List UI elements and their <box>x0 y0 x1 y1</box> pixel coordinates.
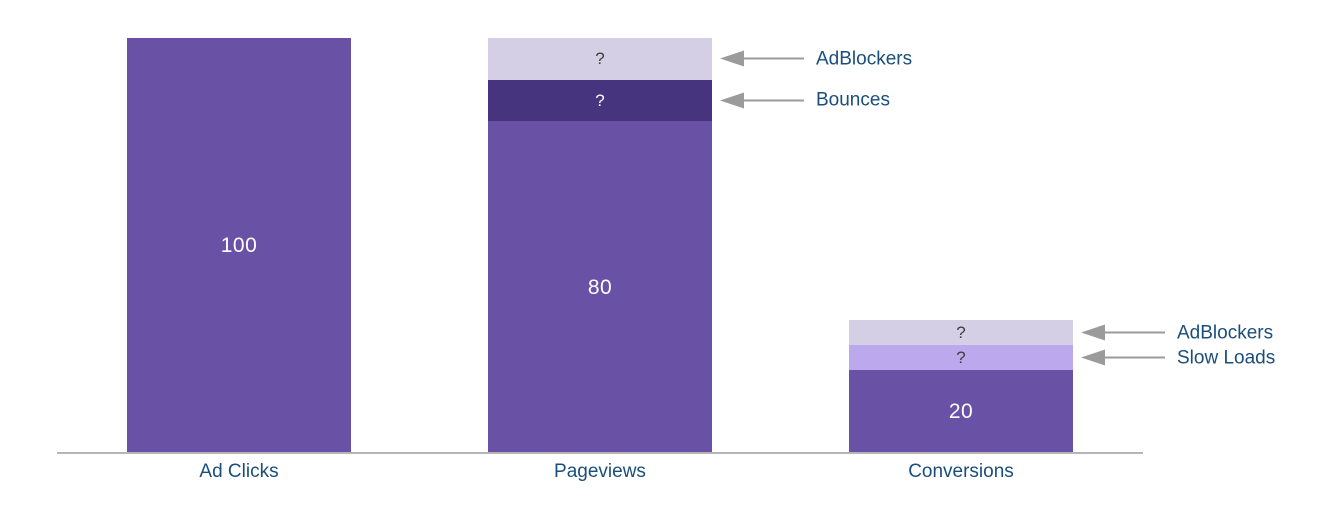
bar-segment-pageviews-pageviews: 80 <box>488 121 712 453</box>
annotation-pageviews-bounces: Bounces <box>720 91 890 110</box>
arrow-left-icon <box>720 50 744 67</box>
arrow-left-icon <box>1081 349 1105 366</box>
bar-segment-pageviews-adblockers: ? <box>488 38 712 80</box>
x-axis-label-conversions: Conversions <box>908 461 1014 482</box>
segment-value-label: 100 <box>220 234 258 257</box>
bar-segment-pageviews-bounces: ? <box>488 79 712 121</box>
x-axis-label-ad-clicks: Ad Clicks <box>199 461 279 482</box>
annotation-label: Bounces <box>816 89 890 111</box>
segment-value-label: ? <box>595 90 605 110</box>
bar-segment-ad-clicks-ad-clicks: 100 <box>127 38 351 453</box>
arrow-left-icon <box>720 92 744 109</box>
annotation-arrow-line <box>1105 331 1165 334</box>
annotation-label: AdBlockers <box>1177 322 1274 344</box>
bar-segment-conversions-conversions: 20 <box>849 370 1073 453</box>
annotation-pageviews-adblockers: AdBlockers <box>720 49 912 68</box>
segment-value-label: ? <box>956 348 966 368</box>
arrow-left-icon <box>1081 324 1105 341</box>
annotation-arrow-line <box>744 57 804 60</box>
annotation-label: AdBlockers <box>816 48 913 70</box>
x-axis-line <box>57 452 1143 454</box>
segment-value-label: 20 <box>948 400 974 423</box>
bar-segment-conversions-adblockers: ? <box>849 320 1073 346</box>
annotation-label: Slow Loads <box>1177 347 1276 369</box>
annotation-arrow-line <box>744 99 804 102</box>
annotation-arrow-line <box>1105 356 1165 359</box>
annotation-conversions-slow-loads: Slow Loads <box>1081 348 1275 367</box>
x-axis-label-pageviews: Pageviews <box>554 461 646 482</box>
annotation-conversions-adblockers: AdBlockers <box>1081 323 1273 342</box>
bar-segment-conversions-slow-loads: ? <box>849 345 1073 370</box>
segment-value-label: ? <box>956 323 966 343</box>
segment-value-label: ? <box>595 49 605 69</box>
segment-value-label: 80 <box>587 275 613 299</box>
